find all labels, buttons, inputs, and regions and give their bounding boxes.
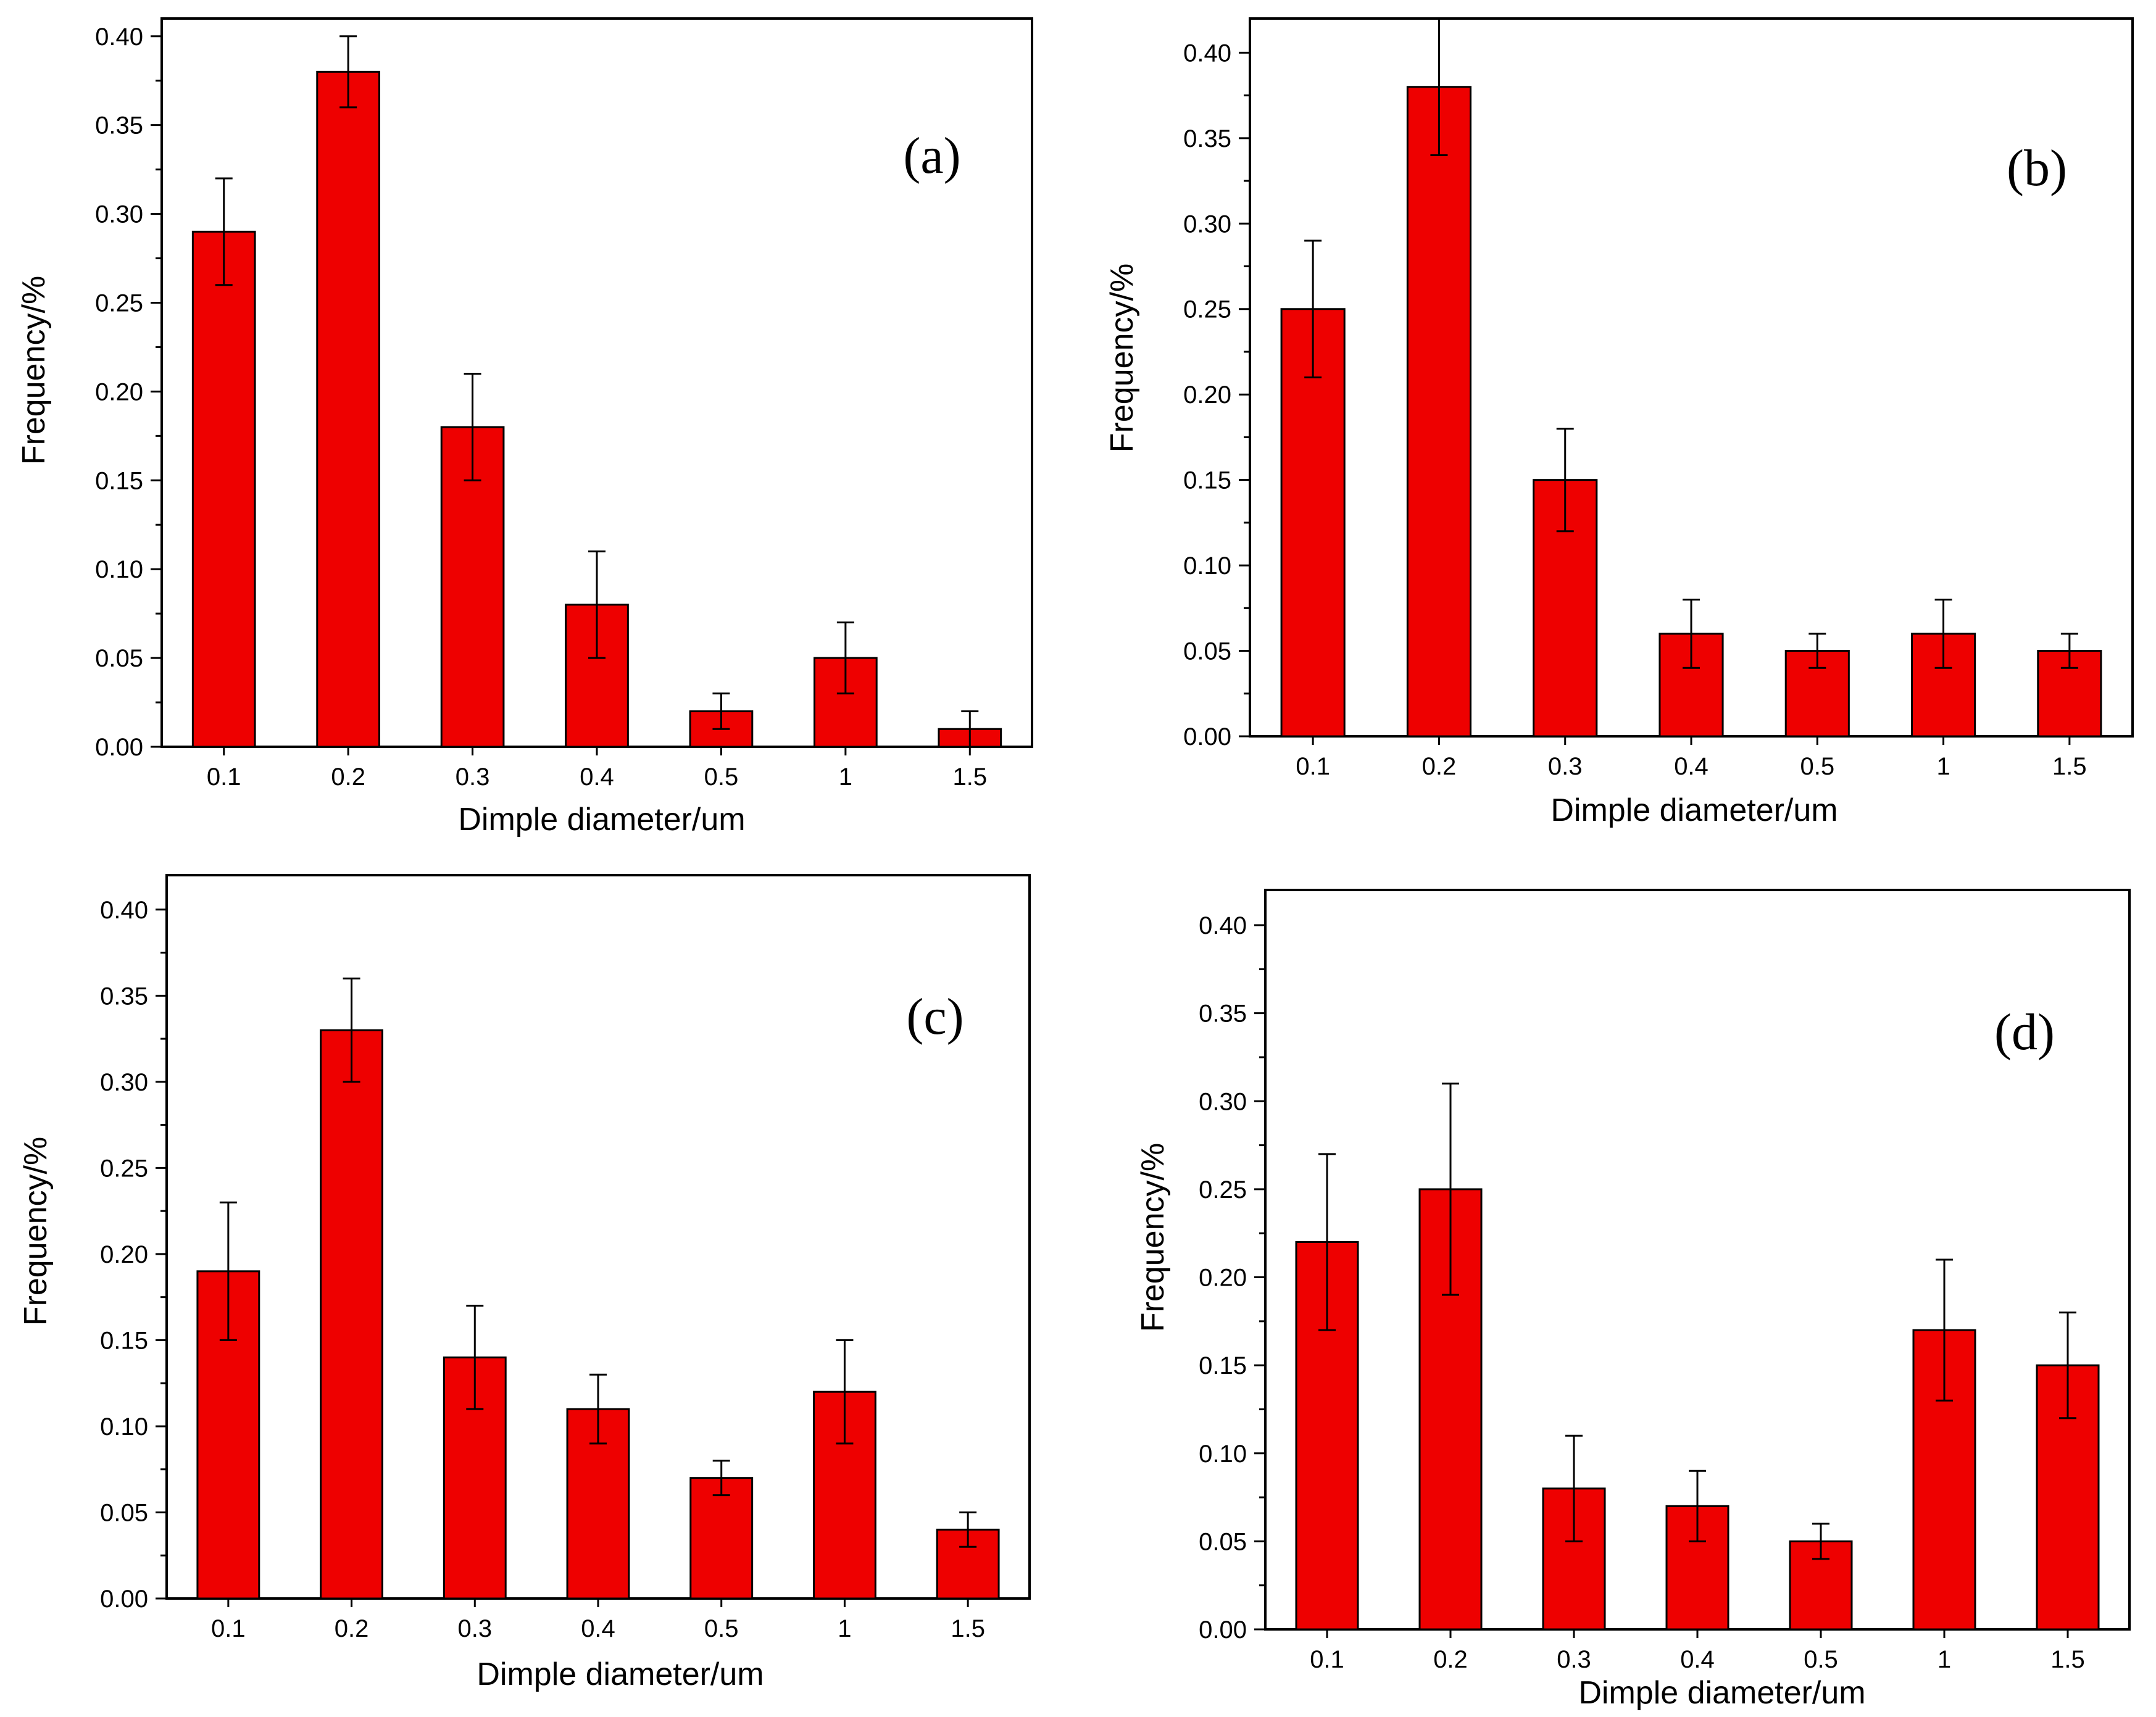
x-axis-title: Dimple diameter/um	[477, 1657, 764, 1692]
y-tick-label: 0.05	[1199, 1528, 1247, 1555]
bar-0.5	[689, 1477, 754, 1600]
x-tick-label: 1	[838, 1615, 851, 1642]
x-tick-label: 0.4	[580, 763, 614, 791]
y-tick-label: 0.05	[1183, 638, 1231, 665]
y-axis-title: Frequency/%	[1104, 264, 1140, 452]
x-tick-label: 0.1	[1296, 753, 1330, 780]
y-tick-label: 0.15	[1183, 467, 1231, 494]
y-axis-title: Frequency/%	[1135, 1143, 1171, 1332]
chart-panel-b: 0.00 0.05 0.10 0.15 0.20 0.25 0.30 0.35 0.40 0.1 0…	[1104, 17, 2134, 828]
panel-label: (c)	[906, 988, 964, 1046]
x-tick-label: 0.2	[1422, 753, 1457, 780]
y-tick-label: 0.30	[1199, 1088, 1247, 1115]
y-tick-label: 0.00	[100, 1586, 148, 1613]
y-tick-label: 0.10	[1199, 1441, 1247, 1468]
y-tick-label: 0.05	[100, 1499, 148, 1526]
y-tick-label: 0.40	[1183, 39, 1231, 67]
y-tick-label: 0.25	[1183, 296, 1231, 323]
bar-0.2	[316, 70, 380, 748]
y-tick-label: 0.15	[100, 1327, 148, 1354]
y-tick-label: 0.10	[100, 1413, 148, 1441]
y-tick-label: 0.25	[95, 289, 143, 317]
y-tick-label: 0.35	[1199, 1000, 1247, 1028]
x-tick-label: 0.2	[335, 1615, 369, 1642]
y-tick-label: 0.40	[1199, 912, 1247, 939]
y-tick-label: 0.20	[95, 378, 143, 405]
y-tick-label: 0.30	[95, 201, 143, 228]
x-axis-title: Dimple diameter/um	[1550, 792, 1838, 828]
y-tick-label: 0.15	[95, 467, 143, 494]
bar-0.2	[1406, 86, 1472, 738]
x-tick-label: 0.1	[1310, 1646, 1344, 1673]
x-tick-label: 0.3	[1557, 1646, 1591, 1673]
x-tick-label: 0.5	[1800, 753, 1834, 780]
x-axis-title: Dimple diameter/um	[1578, 1675, 1865, 1711]
y-tick-label: 0.10	[1183, 552, 1231, 580]
x-tick-label: 0.4	[1674, 753, 1709, 780]
y-tick-label: 0.10	[95, 556, 143, 583]
x-tick-label: 0.5	[704, 763, 739, 791]
bar-0.2	[320, 1029, 384, 1600]
x-tick-label: 1.5	[951, 1615, 985, 1642]
x-tick-label: 1	[1937, 1646, 1951, 1673]
y-tick-label: 0.25	[100, 1155, 148, 1182]
x-tick-label: 1.5	[2050, 1646, 2085, 1673]
x-axis-title: Dimple diameter/um	[458, 802, 745, 838]
x-tick-label: 0.1	[207, 763, 241, 791]
x-tick-label: 0.3	[1548, 753, 1583, 780]
x-tick-label: 0.5	[704, 1615, 739, 1642]
y-axis-title: Frequency/%	[18, 1137, 54, 1326]
y-tick-label: 0.20	[1183, 381, 1231, 409]
y-tick-label: 0.35	[95, 112, 143, 139]
y-tick-label: 0.00	[95, 734, 143, 761]
chart-panel-d: 0.00 0.05 0.10 0.15 0.20 0.25 0.30 0.35 0.40 0.1 0…	[1135, 889, 2131, 1711]
y-tick-label: 0.35	[1183, 125, 1231, 152]
bar-0.1	[191, 230, 256, 748]
x-tick-label: 1.5	[952, 763, 987, 791]
x-tick-label: 0.3	[456, 763, 490, 791]
x-tick-label: 0.4	[581, 1615, 615, 1642]
x-tick-label: 0.3	[457, 1615, 492, 1642]
panel-label: (a)	[903, 127, 960, 185]
bar-0.1	[1280, 308, 1346, 738]
x-tick-label: 1.5	[2052, 753, 2087, 780]
x-tick-label: 1	[839, 763, 852, 791]
x-tick-label: 1	[1936, 753, 1950, 780]
y-tick-label: 0.00	[1199, 1616, 1247, 1644]
y-tick-label: 0.00	[1183, 723, 1231, 750]
x-tick-label: 0.2	[1433, 1646, 1468, 1673]
y-tick-label: 0.40	[95, 23, 143, 51]
y-tick-label: 0.35	[100, 983, 148, 1010]
y-tick-label: 0.20	[100, 1241, 148, 1268]
y-tick-label: 0.30	[100, 1069, 148, 1096]
y-tick-label: 0.05	[95, 645, 143, 672]
y-tick-label: 0.30	[1183, 210, 1231, 238]
x-tick-label: 0.5	[1804, 1646, 1838, 1673]
chart-panel-a: 0.00 0.05 0.10 0.15 0.20 0.25 0.30 0.35 0.40 0.1 0…	[16, 17, 1033, 838]
x-tick-label: 0.2	[331, 763, 365, 791]
y-tick-label: 0.25	[1199, 1176, 1247, 1204]
panel-label: (b)	[2007, 139, 2067, 197]
x-tick-label: 0.4	[1680, 1646, 1715, 1673]
x-tick-label: 0.1	[211, 1615, 246, 1642]
y-axis-title: Frequency/%	[16, 276, 52, 465]
y-tick-label: 0.40	[100, 897, 148, 924]
panel-label: (d)	[1994, 1004, 2055, 1061]
y-tick-label: 0.20	[1199, 1265, 1247, 1292]
y-tick-label: 0.15	[1199, 1352, 1247, 1379]
chart-panel-c: 0.00 0.05 0.10 0.15 0.20 0.25 0.30 0.35 0.40 0.1 0…	[18, 874, 1031, 1692]
